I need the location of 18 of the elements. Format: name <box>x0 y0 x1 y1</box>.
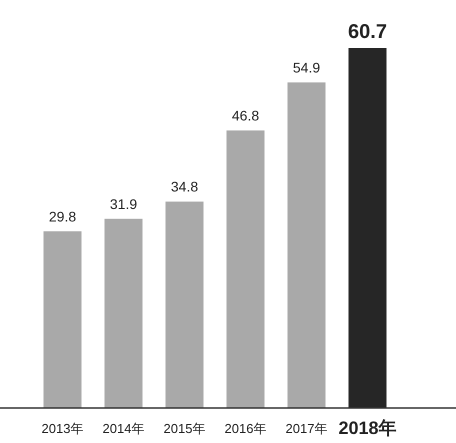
x-tick-label: 2017年 <box>286 421 328 436</box>
bar <box>104 218 142 408</box>
data-label: 60.7 <box>348 21 387 43</box>
x-tick-label: 2013年 <box>42 421 84 436</box>
bar <box>166 202 204 408</box>
data-label: 34.8 <box>170 178 198 195</box>
bar <box>288 82 326 408</box>
bar <box>348 48 386 408</box>
data-label: 29.8 <box>48 208 76 224</box>
x-tick-label: 2015年 <box>164 421 206 436</box>
x-tick-label: 2018年 <box>338 418 397 438</box>
data-label: 46.8 <box>232 107 260 124</box>
x-tick-label: 2014年 <box>102 421 144 436</box>
bar <box>226 130 264 408</box>
x-tick-label: 2016年 <box>224 421 266 436</box>
data-label: 54.9 <box>292 59 320 76</box>
bar <box>44 231 82 408</box>
data-label: 31.9 <box>110 196 138 212</box>
